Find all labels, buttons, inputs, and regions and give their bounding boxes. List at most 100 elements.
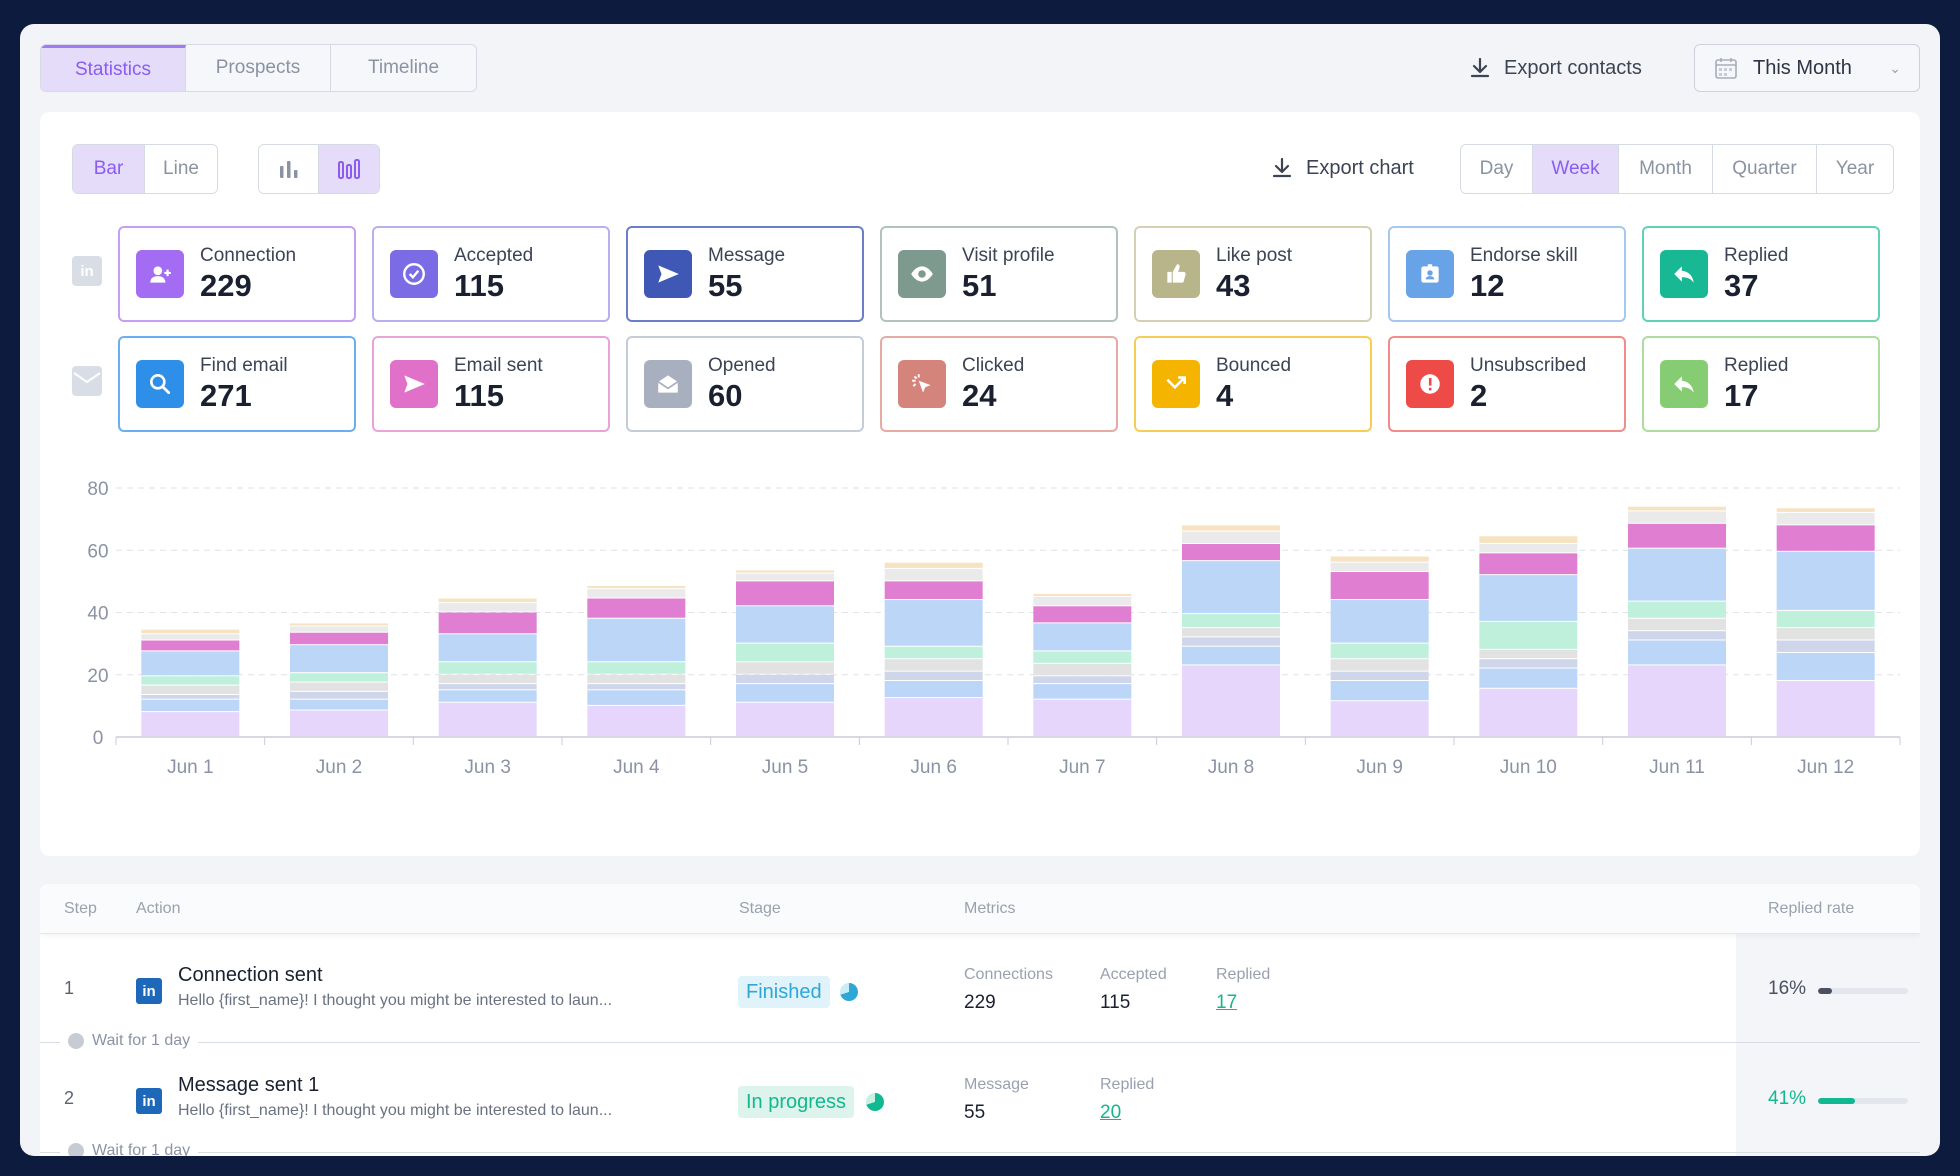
bar-segment (884, 671, 983, 680)
table-row[interactable]: 1 in Connection sent Hello {first_name}!… (40, 934, 1920, 1042)
bar-segment (1033, 663, 1132, 676)
x-tick-label: Jun 12 (1797, 757, 1854, 778)
linkedin-icon: in (136, 1088, 162, 1114)
metric-value: 60 (708, 378, 743, 413)
stage-badge: In progress (738, 1086, 855, 1118)
reply-icon (1660, 250, 1708, 298)
chart-type-bar[interactable]: Bar (73, 145, 145, 193)
bar-segment (1628, 511, 1726, 523)
metric-card-message[interactable]: Message 55 (626, 226, 864, 322)
bar-segment (290, 632, 388, 645)
metric-replied: Replied 17 (1216, 966, 1271, 1013)
period-day[interactable]: Day (1461, 145, 1533, 193)
metric-value: 51 (962, 268, 997, 303)
metric-value: 17 (1724, 378, 1759, 413)
tab-statistics[interactable]: Statistics (41, 45, 186, 91)
bar-segment (736, 573, 834, 581)
bar-segment (1776, 551, 1875, 610)
metric-card-find-email[interactable]: Find email 271 (118, 336, 356, 432)
steps-table: Step Action Stage Metrics Replied rate 1… (40, 884, 1920, 1156)
bar-segment (438, 603, 537, 612)
export-chart-button[interactable]: Export chart (1270, 156, 1414, 180)
linkedin-icon: in (136, 978, 162, 1004)
app-window: Statistics Prospects Timeline Export con… (20, 24, 1940, 1156)
metric-card-opened[interactable]: Opened 60 (626, 336, 864, 432)
date-range-select[interactable]: This Month ⌄ (1694, 44, 1920, 92)
chart-type-line[interactable]: Line (145, 145, 217, 193)
metric-label: Visit profile (962, 245, 1055, 266)
bar-segment (1033, 593, 1132, 596)
metric-card-connection[interactable]: Connection 229 (118, 226, 356, 322)
bar-segment (438, 662, 537, 674)
bar-segment (1776, 628, 1875, 640)
linkedin-row-icon: in (72, 256, 102, 286)
cursor-click-icon (898, 360, 946, 408)
search-icon (136, 360, 184, 408)
metric-card-clicked[interactable]: Clicked 24 (880, 336, 1118, 432)
metric-value: 229 (200, 268, 252, 303)
stacked-bars-icon (338, 159, 360, 179)
metric-card-replied[interactable]: Replied 17 (1642, 336, 1880, 432)
stacked-bars-button[interactable] (319, 145, 379, 193)
export-contacts-label: Export contacts (1504, 56, 1642, 79)
metric-value: 37 (1724, 268, 1759, 303)
bar-segment (736, 662, 834, 674)
metric-value: 12 (1470, 268, 1505, 303)
metric-card-visit-profile[interactable]: Visit profile 51 (880, 226, 1118, 322)
metric-card-accepted[interactable]: Accepted 115 (372, 226, 610, 322)
bar-segment (736, 702, 834, 736)
replied-link[interactable]: 20 (1100, 1102, 1122, 1123)
bar-segment (1182, 637, 1280, 646)
bar-segment (736, 570, 834, 573)
grouped-bars-button[interactable] (259, 145, 319, 193)
bar-segment (1479, 649, 1578, 659)
bar-segment (1033, 651, 1132, 663)
bar-segment (1182, 665, 1280, 736)
open-envelope-icon (644, 360, 692, 408)
bar-segment (290, 623, 388, 626)
replied-rate-value: 41% (1768, 1088, 1807, 1109)
metric-card-unsubscribed[interactable]: Unsubscribed 2 (1388, 336, 1626, 432)
metric-card-replied[interactable]: Replied 37 (1642, 226, 1880, 322)
metric-card-bounced[interactable]: Bounced 4 (1134, 336, 1372, 432)
bar-segment (1628, 640, 1726, 665)
bar-segment (141, 694, 240, 699)
bar-segment (1776, 640, 1875, 652)
wait-label: Wait for 1 day (92, 1142, 191, 1156)
metric-value: 2 (1470, 378, 1488, 413)
bar-segment (587, 618, 686, 662)
header-replied-rate: Replied rate (1768, 900, 1855, 917)
step-number: 1 (64, 978, 75, 998)
metric-label: Replied (1724, 355, 1789, 376)
header-stage: Stage (739, 900, 781, 917)
metric-card-email-sent[interactable]: Email sent 115 (372, 336, 610, 432)
bar-segment (1479, 553, 1578, 575)
table-row[interactable]: 2 in Message sent 1 Hello {first_name}! … (40, 1044, 1920, 1152)
bar-segment (1330, 562, 1429, 572)
bar-segment (884, 646, 983, 659)
bar-segment (290, 673, 388, 682)
tab-prospects[interactable]: Prospects (186, 45, 331, 91)
period-month[interactable]: Month (1619, 145, 1713, 193)
metric-card-like-post[interactable]: Like post 43 (1134, 226, 1372, 322)
send-icon (644, 250, 692, 298)
replied-link[interactable]: 17 (1216, 992, 1238, 1013)
step-number: 2 (64, 1088, 75, 1108)
x-tick-label: Jun 11 (1649, 757, 1705, 778)
bar-segment (1033, 699, 1132, 736)
bar-segment (1628, 665, 1726, 736)
bar-segment (1182, 614, 1280, 628)
metric-connections: Connections 229 (964, 966, 1053, 1013)
metric-card-endorse-skill[interactable]: Endorse skill 12 (1388, 226, 1626, 322)
tab-timeline[interactable]: Timeline (367, 57, 440, 78)
bar-segment (1033, 676, 1132, 684)
period-quarter[interactable]: Quarter (1713, 145, 1817, 193)
export-contacts-button[interactable]: Export contacts (1468, 56, 1642, 80)
x-tick-label: Jun 7 (1059, 757, 1105, 778)
bar-segment (736, 643, 834, 662)
bar-segment (141, 634, 240, 640)
period-week[interactable]: Week (1533, 145, 1619, 193)
period-year[interactable]: Year (1817, 145, 1893, 193)
metric-value: 271 (200, 378, 252, 413)
y-tick-label: 60 (87, 541, 108, 562)
